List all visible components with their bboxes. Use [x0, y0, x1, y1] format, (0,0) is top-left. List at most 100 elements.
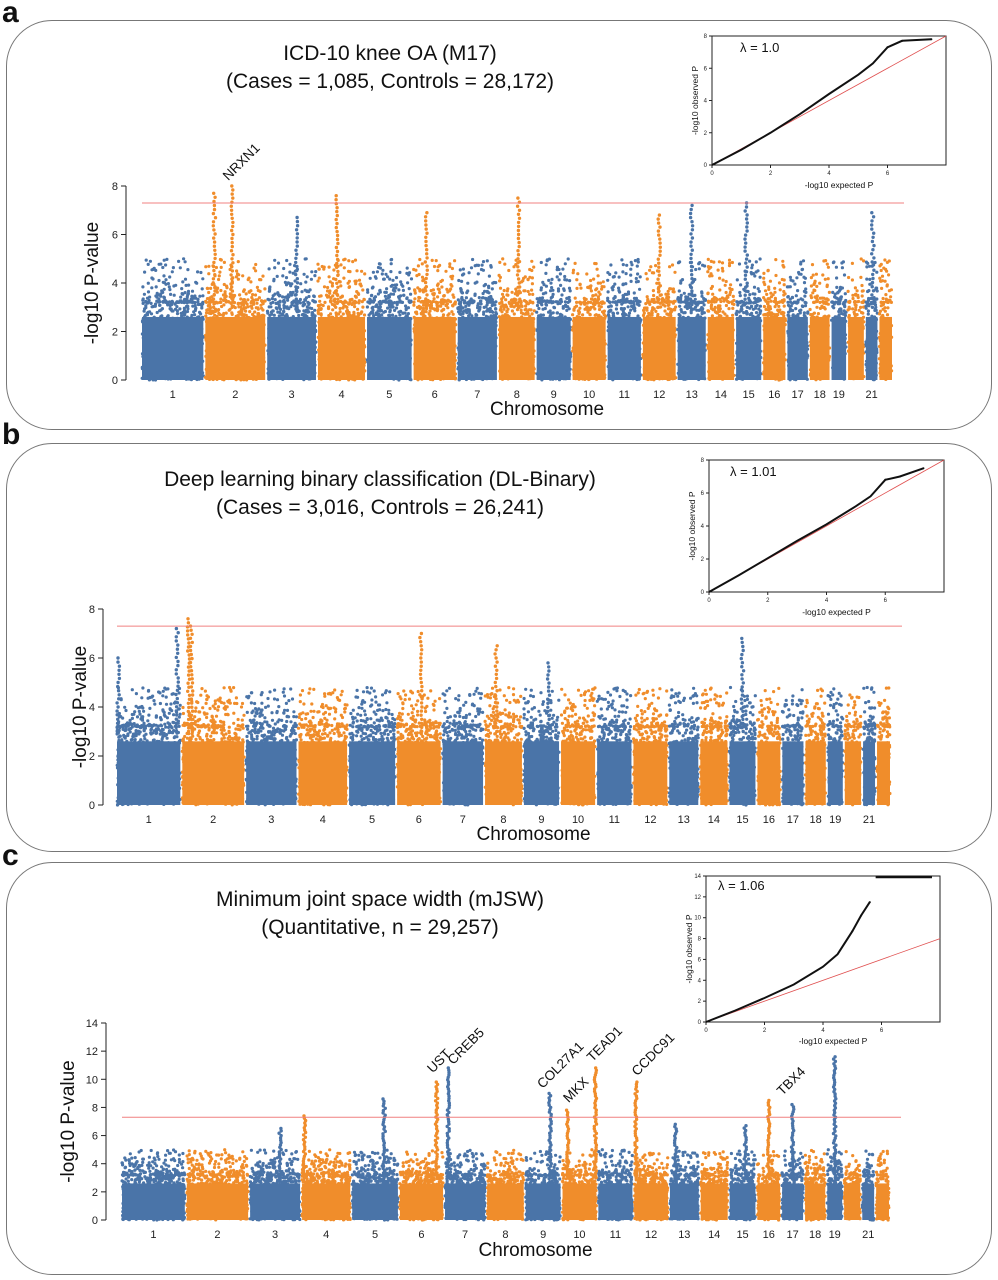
snp-point	[206, 287, 209, 290]
snp-point	[485, 297, 488, 300]
snp-point	[412, 268, 415, 271]
snp-point	[377, 292, 380, 295]
snp-point	[384, 295, 387, 298]
data-points	[141, 184, 894, 381]
snp-point	[453, 302, 456, 305]
snp-point	[147, 263, 150, 266]
snp-point	[183, 299, 186, 302]
snp-point	[168, 288, 171, 291]
snp-point	[405, 307, 408, 310]
snp-point	[668, 265, 671, 268]
snp-point	[384, 300, 387, 303]
snp-point	[201, 277, 204, 280]
snp-point	[608, 309, 611, 312]
snp-point	[240, 314, 243, 317]
snp-point	[391, 279, 394, 282]
snp-point	[180, 312, 183, 315]
snp-point	[468, 271, 471, 274]
snp-point	[594, 314, 597, 317]
snp-point	[550, 278, 553, 281]
snp-point	[392, 289, 395, 292]
snp-point	[402, 294, 405, 297]
snp-point	[629, 309, 632, 312]
snp-point	[152, 268, 155, 271]
snp-point	[465, 311, 468, 314]
snp-point	[490, 314, 493, 317]
snp-point	[418, 258, 421, 261]
snp-point	[181, 293, 184, 296]
snp-point	[568, 279, 571, 282]
snp-point	[167, 314, 170, 317]
snp-point	[368, 313, 371, 316]
snp-point	[494, 300, 497, 303]
snp-point	[241, 274, 244, 277]
snp-point	[357, 312, 360, 315]
snp-point	[504, 313, 507, 316]
snp-point	[460, 296, 463, 299]
snp-point	[326, 286, 329, 289]
snp-point	[544, 272, 547, 275]
snp-point	[441, 279, 444, 282]
snp-point	[254, 298, 257, 301]
snp-point	[617, 299, 620, 302]
snp-point	[372, 271, 375, 274]
snp-point	[355, 280, 358, 283]
snp-point	[592, 302, 595, 305]
snp-point	[456, 306, 459, 309]
snp-point	[245, 292, 248, 295]
snp-point	[323, 301, 326, 304]
snp-point	[601, 310, 604, 313]
snp-point	[506, 287, 509, 290]
snp-point	[400, 283, 403, 286]
snp-point	[201, 287, 204, 290]
snp-point	[332, 268, 335, 271]
snp-point	[397, 295, 400, 298]
snp-point	[507, 269, 510, 272]
snp-point	[590, 289, 593, 292]
snp-point	[303, 273, 306, 276]
snp-point	[276, 275, 279, 278]
snp-point	[531, 301, 534, 304]
snp-point	[303, 303, 306, 306]
snp-point	[273, 293, 276, 296]
snp-point	[606, 271, 609, 274]
snp-point	[317, 309, 320, 312]
snp-point	[317, 268, 320, 271]
snp-point	[483, 284, 486, 287]
snp-point	[284, 281, 287, 284]
snp-point	[568, 296, 571, 299]
snp-point	[328, 266, 331, 269]
snp-point	[410, 277, 413, 280]
snp-point	[361, 306, 364, 309]
snp-point	[283, 307, 286, 310]
snp-point	[430, 302, 433, 305]
snp-point	[483, 290, 486, 293]
snp-point	[385, 291, 388, 294]
snp-point	[362, 298, 365, 301]
snp-point	[489, 307, 492, 310]
snp-point	[205, 309, 208, 312]
snp-point	[556, 311, 559, 314]
snp-point	[141, 299, 144, 302]
snp-point	[651, 306, 654, 309]
snp-point	[522, 277, 525, 280]
snp-point	[531, 293, 534, 296]
snp-point	[616, 312, 619, 315]
snp-point	[186, 268, 189, 271]
snp-point	[536, 304, 539, 307]
snp-point	[151, 305, 154, 308]
snp-point	[379, 303, 382, 306]
snp-point	[612, 314, 615, 317]
snp-point	[575, 301, 578, 304]
snp-point	[142, 302, 145, 305]
snp-point	[381, 269, 384, 272]
snp-point	[598, 308, 601, 311]
snp-point	[186, 295, 189, 298]
snp-point	[197, 303, 200, 306]
snp-point	[494, 307, 497, 310]
snp-point	[501, 293, 504, 296]
snp-point	[194, 309, 197, 312]
snp-point	[148, 296, 151, 299]
snp-point	[625, 272, 628, 275]
snp-point	[291, 301, 294, 304]
